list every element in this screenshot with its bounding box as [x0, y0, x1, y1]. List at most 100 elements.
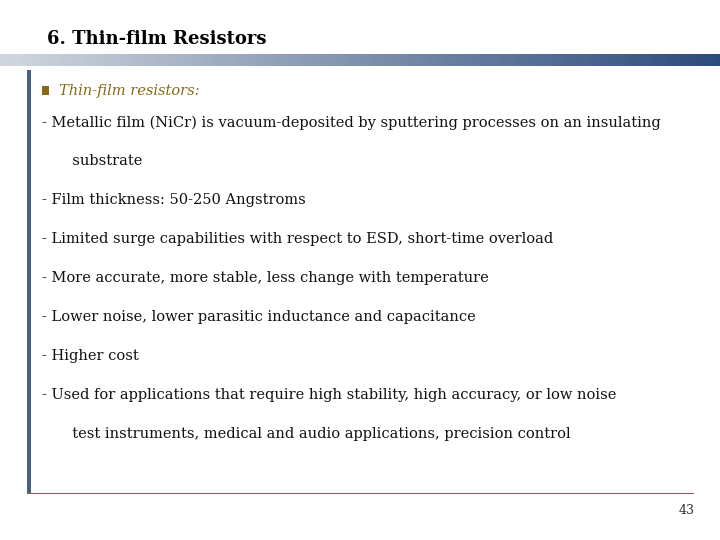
Bar	[68, 54, 73, 66]
Bar	[497, 54, 501, 66]
Bar	[241, 54, 246, 66]
Bar	[58, 54, 62, 66]
Bar	[508, 54, 512, 66]
Bar	[292, 54, 296, 66]
Bar	[529, 54, 534, 66]
Bar	[670, 54, 674, 66]
Bar	[101, 54, 105, 66]
Bar	[648, 54, 652, 66]
Bar	[169, 54, 174, 66]
Bar	[583, 54, 588, 66]
Bar	[166, 54, 170, 66]
Bar	[594, 54, 598, 66]
Bar	[151, 54, 156, 66]
Bar	[666, 54, 670, 66]
Bar	[702, 54, 706, 66]
Bar	[42, 86, 49, 95]
Bar	[259, 54, 264, 66]
Bar	[443, 54, 447, 66]
Bar	[130, 54, 134, 66]
Bar	[281, 54, 285, 66]
Bar	[367, 54, 372, 66]
Bar	[605, 54, 609, 66]
Bar	[464, 54, 469, 66]
Bar	[410, 54, 415, 66]
Bar	[220, 54, 224, 66]
Bar	[18, 54, 22, 66]
Bar	[547, 54, 552, 66]
Bar	[418, 54, 422, 66]
Bar	[61, 54, 66, 66]
Bar	[522, 54, 526, 66]
Bar	[342, 54, 346, 66]
Bar	[43, 54, 48, 66]
Bar	[238, 54, 242, 66]
Bar	[706, 54, 710, 66]
Bar	[450, 54, 454, 66]
Bar	[176, 54, 181, 66]
Bar	[331, 54, 336, 66]
Bar	[572, 54, 577, 66]
Bar	[461, 54, 465, 66]
Bar	[266, 54, 271, 66]
Bar	[47, 54, 51, 66]
Bar	[79, 54, 84, 66]
Bar	[439, 54, 444, 66]
Bar	[324, 54, 328, 66]
Bar	[299, 54, 303, 66]
Bar	[562, 54, 566, 66]
Bar	[313, 54, 318, 66]
Bar	[198, 54, 202, 66]
Bar	[608, 54, 613, 66]
Bar	[623, 54, 627, 66]
Bar	[360, 54, 364, 66]
Bar	[590, 54, 595, 66]
Bar	[162, 54, 166, 66]
Bar	[227, 54, 231, 66]
Bar	[526, 54, 530, 66]
Bar	[7, 54, 12, 66]
Bar	[212, 54, 217, 66]
Bar	[490, 54, 494, 66]
Bar	[482, 54, 487, 66]
Bar	[90, 54, 94, 66]
Text: Thin-film resistors:: Thin-film resistors:	[59, 84, 199, 98]
Bar	[223, 54, 228, 66]
Bar	[133, 54, 138, 66]
Bar	[335, 54, 339, 66]
Bar	[108, 54, 112, 66]
Bar	[659, 54, 663, 66]
Bar	[630, 54, 634, 66]
Bar	[425, 54, 429, 66]
Bar	[400, 54, 404, 66]
Bar	[493, 54, 498, 66]
Bar	[295, 54, 300, 66]
Bar	[83, 54, 87, 66]
Bar	[587, 54, 591, 66]
Bar	[432, 54, 436, 66]
Bar	[374, 54, 379, 66]
Bar	[504, 54, 508, 66]
Bar	[22, 54, 26, 66]
Bar	[187, 54, 192, 66]
Bar	[457, 54, 462, 66]
Bar	[414, 54, 418, 66]
Bar	[389, 54, 393, 66]
Bar	[641, 54, 645, 66]
Bar	[338, 54, 343, 66]
Bar	[277, 54, 282, 66]
Bar	[698, 54, 703, 66]
Bar	[346, 54, 350, 66]
Bar	[612, 54, 616, 66]
Bar	[205, 54, 210, 66]
Bar	[349, 54, 354, 66]
Bar	[14, 54, 19, 66]
Bar	[421, 54, 426, 66]
Bar	[191, 54, 195, 66]
Bar	[256, 54, 260, 66]
Bar	[392, 54, 397, 66]
Bar	[446, 54, 451, 66]
Text: - Lower noise, lower parasitic inductance and capacitance: - Lower noise, lower parasitic inductanc…	[42, 310, 475, 324]
Bar	[86, 54, 91, 66]
Bar	[403, 54, 408, 66]
